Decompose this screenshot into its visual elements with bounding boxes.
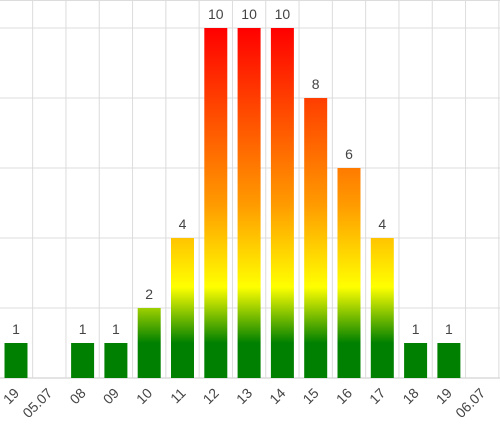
bar-value-label: 6 — [345, 146, 353, 162]
x-tick-label: 17 — [366, 385, 388, 407]
x-tick-label: 15 — [299, 385, 321, 407]
bar-value-label: 8 — [312, 76, 320, 92]
x-tick-label: 13 — [233, 385, 255, 407]
x-tick-label: 12 — [200, 385, 222, 407]
x-tick-label: 06.07 — [452, 385, 488, 421]
bar — [270, 28, 294, 378]
x-tick-label: 10 — [133, 385, 155, 407]
bar-value-label: 2 — [145, 286, 153, 302]
bar-value-label: 1 — [12, 321, 20, 337]
bar — [4, 343, 28, 378]
x-tick-label: 19 — [433, 385, 455, 407]
bar-value-label: 10 — [208, 6, 224, 22]
bar — [337, 168, 361, 378]
bar — [370, 238, 394, 378]
bar — [437, 343, 461, 378]
bar-value-label: 10 — [241, 6, 257, 22]
x-tick-label: 09 — [100, 385, 122, 407]
bar-value-label: 1 — [445, 321, 453, 337]
x-tick-label: 16 — [333, 385, 355, 407]
bar — [404, 343, 428, 378]
bars — [4, 28, 461, 378]
bar — [104, 343, 128, 378]
x-tick-label: 18 — [399, 385, 421, 407]
bar-value-label: 4 — [378, 216, 386, 232]
bar — [204, 28, 228, 378]
bar — [71, 343, 95, 378]
data-labels: 1 1 1 2 4 10 10 10 8 6 4 1 1 — [12, 6, 453, 337]
bar-value-label: 4 — [179, 216, 187, 232]
x-tick-label: 11 — [167, 385, 189, 407]
bar — [304, 98, 328, 378]
bar-value-label: 1 — [112, 321, 120, 337]
bar — [137, 308, 161, 378]
bar-value-label: 10 — [275, 6, 291, 22]
x-tick-label: 14 — [266, 385, 288, 407]
x-tick-label: 05.07 — [19, 385, 55, 421]
bar-value-label: 1 — [79, 321, 87, 337]
x-tick-label: 19 — [0, 385, 22, 407]
bar — [171, 238, 194, 378]
x-tick-label: 08 — [66, 385, 88, 407]
bar-value-label: 1 — [412, 321, 420, 337]
bar — [237, 28, 261, 378]
